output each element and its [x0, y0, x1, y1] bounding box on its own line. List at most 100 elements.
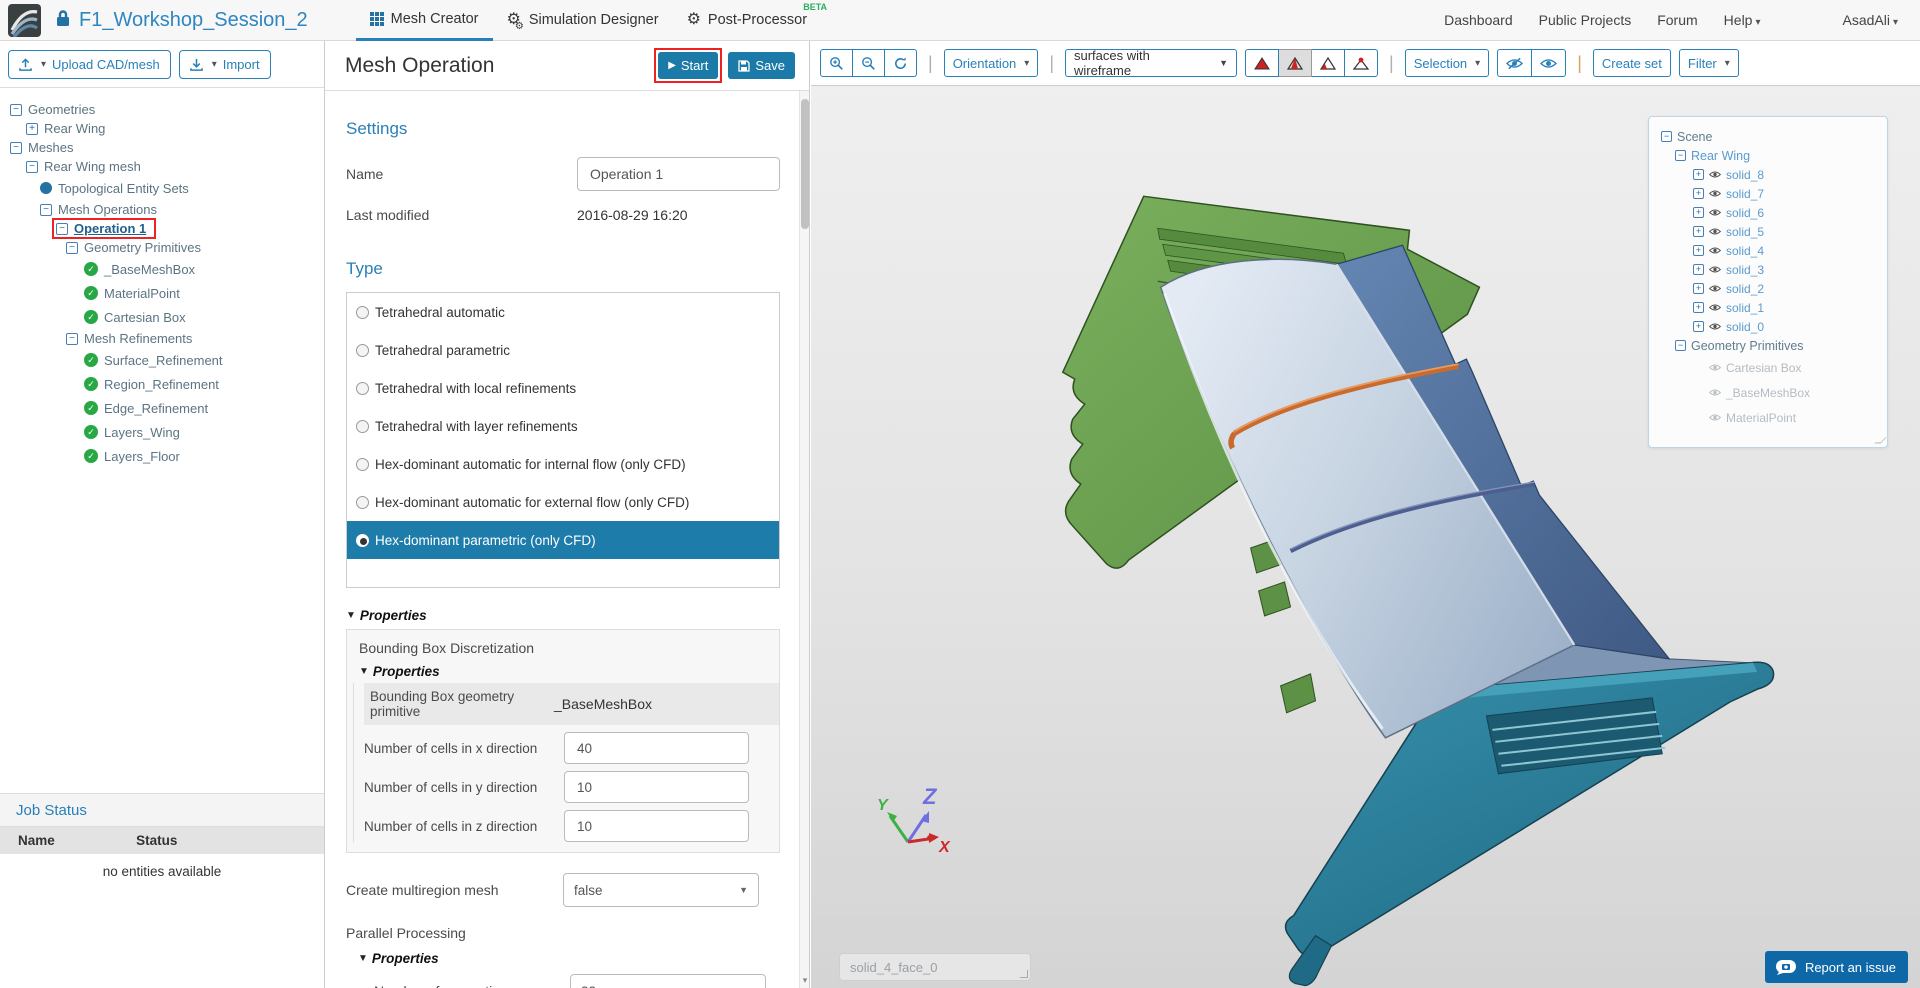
- cells-z-input[interactable]: [564, 810, 749, 842]
- scene-item-solid-7[interactable]: + solid_7: [1657, 184, 1879, 203]
- collapse-icon[interactable]: −: [66, 241, 78, 254]
- scene-item-materialpoint[interactable]: MaterialPoint: [1657, 405, 1879, 430]
- type-option-hex-external[interactable]: Hex-dominant automatic for external flow…: [347, 483, 779, 521]
- scene-item-solid-1[interactable]: + solid_1: [1657, 298, 1879, 317]
- expand-icon[interactable]: +: [1693, 264, 1704, 275]
- eye-icon[interactable]: [1709, 322, 1721, 331]
- tab-mesh-creator[interactable]: Mesh Creator: [355, 0, 493, 41]
- type-option-tet-local[interactable]: Tetrahedral with local refinements: [347, 369, 779, 407]
- scene-item-solid-5[interactable]: + solid_5: [1657, 222, 1879, 241]
- eye-icon[interactable]: [1709, 227, 1721, 236]
- type-option-hex-internal[interactable]: Hex-dominant automatic for internal flow…: [347, 445, 779, 483]
- 3d-canvas[interactable]: Y Z X − Scene − Rear Wing + solid_8 + solid_…: [811, 86, 1920, 988]
- filter-button[interactable]: Filter ▾: [1678, 49, 1739, 77]
- tree-item-operation-1[interactable]: − Operation 1: [0, 218, 324, 239]
- scene-item-solid-2[interactable]: + solid_2: [1657, 279, 1879, 298]
- scene-item-basemeshbox[interactable]: _BaseMeshBox: [1657, 380, 1879, 405]
- expand-icon[interactable]: +: [1693, 188, 1704, 199]
- scene-item-solid-0[interactable]: + solid_0: [1657, 317, 1879, 336]
- type-option-tet-automatic[interactable]: Tetrahedral automatic: [347, 293, 779, 331]
- collapse-icon[interactable]: −: [10, 103, 22, 116]
- show-all-button[interactable]: [1532, 49, 1567, 77]
- type-option-tet-parametric[interactable]: Tetrahedral parametric: [347, 331, 779, 369]
- radio-icon[interactable]: [356, 457, 369, 471]
- radio-icon[interactable]: [356, 381, 369, 395]
- tree-item-rear-wing-mesh[interactable]: − Rear Wing mesh: [0, 157, 324, 176]
- nav-public-projects[interactable]: Public Projects: [1538, 12, 1632, 28]
- orientation-button[interactable]: Orientation ▾: [943, 49, 1039, 77]
- radio-icon[interactable]: [356, 343, 369, 357]
- eye-icon[interactable]: [1709, 284, 1721, 293]
- tree-item-surface-refinement[interactable]: ✓ Surface_Refinement: [0, 348, 324, 372]
- resize-handle[interactable]: [1020, 970, 1028, 978]
- eye-icon[interactable]: [1709, 170, 1721, 179]
- tree-item-mesh-operations[interactable]: − Mesh Operations: [0, 200, 324, 219]
- create-set-button[interactable]: Create set: [1592, 49, 1671, 77]
- tab-simulation-designer[interactable]: ⚙⚙ Simulation Designer: [493, 0, 673, 41]
- save-button[interactable]: Save: [728, 52, 795, 79]
- radio-icon[interactable]: [356, 419, 369, 433]
- nav-help[interactable]: Help ▾: [1723, 12, 1761, 28]
- nav-forum[interactable]: Forum: [1657, 12, 1698, 28]
- tab-post-processor[interactable]: ⚙ Post-Processor BETA: [673, 0, 827, 41]
- zoom-in-button[interactable]: [820, 49, 853, 77]
- nav-dashboard[interactable]: Dashboard: [1444, 12, 1513, 28]
- cells-y-input[interactable]: [564, 771, 749, 803]
- eye-icon[interactable]: [1709, 208, 1721, 217]
- eye-icon[interactable]: [1709, 303, 1721, 312]
- operation-name-input[interactable]: [577, 157, 780, 191]
- expand-icon[interactable]: +: [1693, 226, 1704, 237]
- expand-icon[interactable]: +: [1693, 207, 1704, 218]
- scrollbar-thumb[interactable]: [801, 99, 809, 229]
- tree-item-region-refinement[interactable]: ✓ Region_Refinement: [0, 372, 324, 396]
- zoom-out-button[interactable]: [853, 49, 885, 77]
- render-mode-select[interactable]: surfaces with wireframe ▼: [1065, 48, 1237, 78]
- type-option-tet-layer[interactable]: Tetrahedral with layer refinements: [347, 407, 779, 445]
- properties-toggle[interactable]: ▼ Properties: [346, 608, 427, 623]
- expand-icon[interactable]: +: [1693, 283, 1704, 294]
- multiregion-select[interactable]: false ▼: [563, 873, 759, 907]
- upload-cad-button[interactable]: ▾ Upload CAD/mesh: [8, 49, 171, 79]
- expand-icon[interactable]: +: [1693, 245, 1704, 256]
- selection-button[interactable]: Selection ▾: [1404, 49, 1490, 77]
- eye-icon[interactable]: [1709, 388, 1721, 397]
- scene-item-solid-4[interactable]: + solid_4: [1657, 241, 1879, 260]
- tree-item-materialpoint[interactable]: ✓ MaterialPoint: [0, 281, 324, 305]
- tree-item-basemeshbox[interactable]: ✓ _BaseMeshBox: [0, 257, 324, 281]
- collapse-icon[interactable]: −: [10, 141, 22, 154]
- panel-scrollbar[interactable]: ▾: [799, 91, 809, 988]
- collapse-icon[interactable]: −: [1661, 131, 1672, 142]
- scene-item-solid-3[interactable]: + solid_3: [1657, 260, 1879, 279]
- surface-mode-solid-button[interactable]: [1245, 49, 1279, 77]
- tree-item-rear-wing[interactable]: + Rear Wing: [0, 119, 324, 138]
- eye-icon[interactable]: [1709, 363, 1721, 372]
- resize-handle[interactable]: [1874, 437, 1887, 444]
- hide-selected-button[interactable]: [1497, 49, 1533, 77]
- surface-mode-points-button[interactable]: [1345, 49, 1378, 77]
- tree-item-cartesian-box[interactable]: ✓ Cartesian Box: [0, 305, 324, 329]
- tree-item-geometries[interactable]: − Geometries: [0, 100, 324, 119]
- scrollbar-down-arrow[interactable]: ▾: [802, 975, 808, 985]
- eye-icon[interactable]: [1709, 246, 1721, 255]
- surface-mode-wireframe-button[interactable]: [1312, 49, 1345, 77]
- tree-item-topological-entity-sets[interactable]: Topological Entity Sets: [0, 176, 324, 200]
- collapse-icon[interactable]: −: [56, 222, 68, 235]
- scene-item-solid-6[interactable]: + solid_6: [1657, 203, 1879, 222]
- expand-icon[interactable]: +: [1693, 169, 1704, 180]
- expand-icon[interactable]: +: [1693, 302, 1704, 313]
- collapse-icon[interactable]: −: [1675, 340, 1686, 351]
- eye-icon[interactable]: [1709, 189, 1721, 198]
- scene-item-scene[interactable]: − Scene: [1657, 127, 1879, 146]
- bbox-properties-toggle[interactable]: ▼ Properties: [359, 664, 440, 679]
- scene-item-rear-wing[interactable]: − Rear Wing: [1657, 146, 1879, 165]
- collapse-icon[interactable]: −: [66, 332, 78, 345]
- start-button[interactable]: ▶ Start: [658, 52, 719, 79]
- tree-item-geometry-primitives[interactable]: − Geometry Primitives: [0, 238, 324, 257]
- eye-icon[interactable]: [1709, 413, 1721, 422]
- expand-icon[interactable]: +: [1693, 321, 1704, 332]
- refresh-button[interactable]: [885, 49, 917, 77]
- hovered-entity-box[interactable]: solid_4_face_0: [839, 953, 1031, 981]
- collapse-icon[interactable]: −: [26, 160, 38, 173]
- surface-mode-shaded-wire-button[interactable]: [1279, 49, 1312, 77]
- parallel-properties-toggle[interactable]: ▼ Properties: [358, 951, 439, 966]
